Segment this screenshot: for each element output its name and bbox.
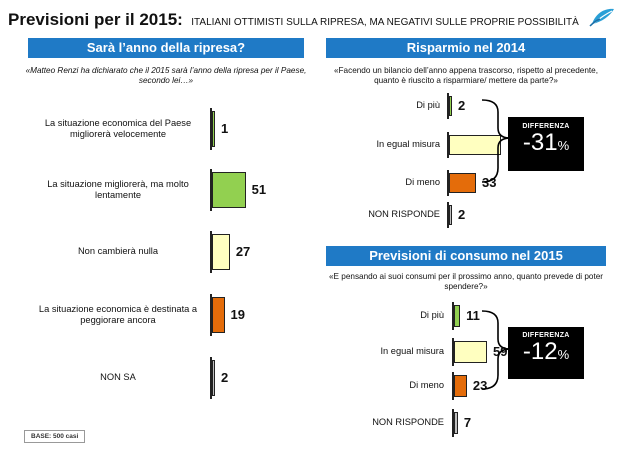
panel1-value-label: 27: [235, 244, 251, 259]
panel3-question: «E pensando ai suoi consumi per il pross…: [329, 272, 603, 291]
panel1-bar: [212, 360, 215, 396]
panel1-bar: [212, 111, 215, 147]
base-note: BASE: 500 casi: [24, 430, 86, 443]
panel1-category-label: La situazione migliorerà, ma molto lenta…: [47, 179, 189, 200]
panel2-category-label: In egual misura: [376, 139, 440, 149]
panel2-difference-label: DIFFERENZA: [522, 123, 570, 130]
panel2-question: «Facendo un bilancio dell’anno appena tr…: [334, 66, 598, 85]
panel2-banner: Risparmio nel 2014: [326, 38, 606, 58]
panel2-bar: [449, 205, 452, 225]
panel2-value-label: 2: [458, 98, 466, 113]
title-subtitle: ITALIANI OTTIMISTI SULLA RIPRESA, MA NEG…: [191, 17, 579, 28]
leaf-logo-icon: [589, 8, 614, 27]
panel3-difference-box: DIFFERENZA -12%: [508, 327, 584, 379]
title-main: Previsioni per il 2015:: [8, 10, 183, 29]
panel1-value-label: 51: [251, 182, 267, 197]
panel1-axis-tick: [210, 231, 212, 273]
panel1-category-label: La situazione economica è destinata a pe…: [38, 304, 198, 325]
panel1-bar: [212, 234, 230, 270]
panel3-difference-value: -12%: [522, 338, 570, 365]
panel2-category-label: Di meno: [405, 177, 440, 187]
panel1-category-label: Non cambierà nulla: [77, 246, 159, 256]
panel2-bar: [449, 173, 477, 193]
panel1-value-label: 2: [221, 370, 229, 385]
panel2-bar: [449, 96, 452, 116]
panel1-axis-tick: [210, 169, 212, 211]
panel3-value-label: 11: [466, 308, 480, 323]
panel3-axis-tick: [452, 302, 454, 330]
panel2-category-label: NON RISPONDE: [368, 209, 440, 219]
panel2-bar: [449, 135, 502, 155]
page-title: Previsioni per il 2015: ITALIANI OTTIMIS…: [8, 10, 579, 30]
panel3-banner: Previsioni di consumo nel 2015: [326, 246, 606, 266]
panel1-bar: [212, 172, 246, 208]
panel3-category-label: In egual misura: [380, 346, 444, 356]
panel3-bar: [454, 341, 488, 363]
panel3-category-label: Di più: [420, 310, 444, 320]
panel3-bar: [454, 305, 461, 327]
panel1-axis-tick: [210, 108, 212, 150]
panel2-category-label: Di più: [416, 100, 440, 110]
panel1-axis-tick: [210, 294, 212, 336]
panel3-axis-tick: [452, 409, 454, 437]
panel2-axis-tick: [447, 93, 449, 119]
panel3-category-label: NON RISPONDE: [372, 417, 444, 427]
panel2-axis-tick: [447, 170, 449, 196]
panel2-difference-value: -31%: [522, 129, 570, 156]
panel1-bar: [212, 297, 225, 333]
panel3-difference-label: DIFFERENZA: [522, 332, 570, 339]
panel2-difference-box: DIFFERENZA -31%: [508, 117, 584, 171]
panel3-bar: [454, 412, 458, 434]
panel2-axis-tick: [447, 132, 449, 158]
panel1-banner: Sarà l’anno della ripresa?: [28, 38, 304, 58]
panel3-value-label: 7: [463, 415, 472, 430]
panel3-axis-tick: [452, 372, 454, 400]
panel2-value-label: 2: [458, 207, 466, 222]
panel1-axis-tick: [210, 357, 212, 399]
panel1-category-label: La situazione economica del Paese miglio…: [44, 118, 192, 139]
panel3-brace: [481, 310, 511, 390]
panel2-axis-tick: [447, 202, 449, 228]
panel3-bar: [454, 375, 467, 397]
panel1-question: «Matteo Renzi ha dichiarato che il 2015 …: [25, 66, 307, 85]
panel3-axis-tick: [452, 338, 454, 366]
panel1-value-label: 1: [221, 121, 229, 136]
panel1-category-label: NON SA: [100, 372, 136, 382]
panel2-brace: [481, 99, 511, 183]
panel3-category-label: Di meno: [409, 380, 444, 390]
panel1-value-label: 19: [230, 307, 245, 322]
